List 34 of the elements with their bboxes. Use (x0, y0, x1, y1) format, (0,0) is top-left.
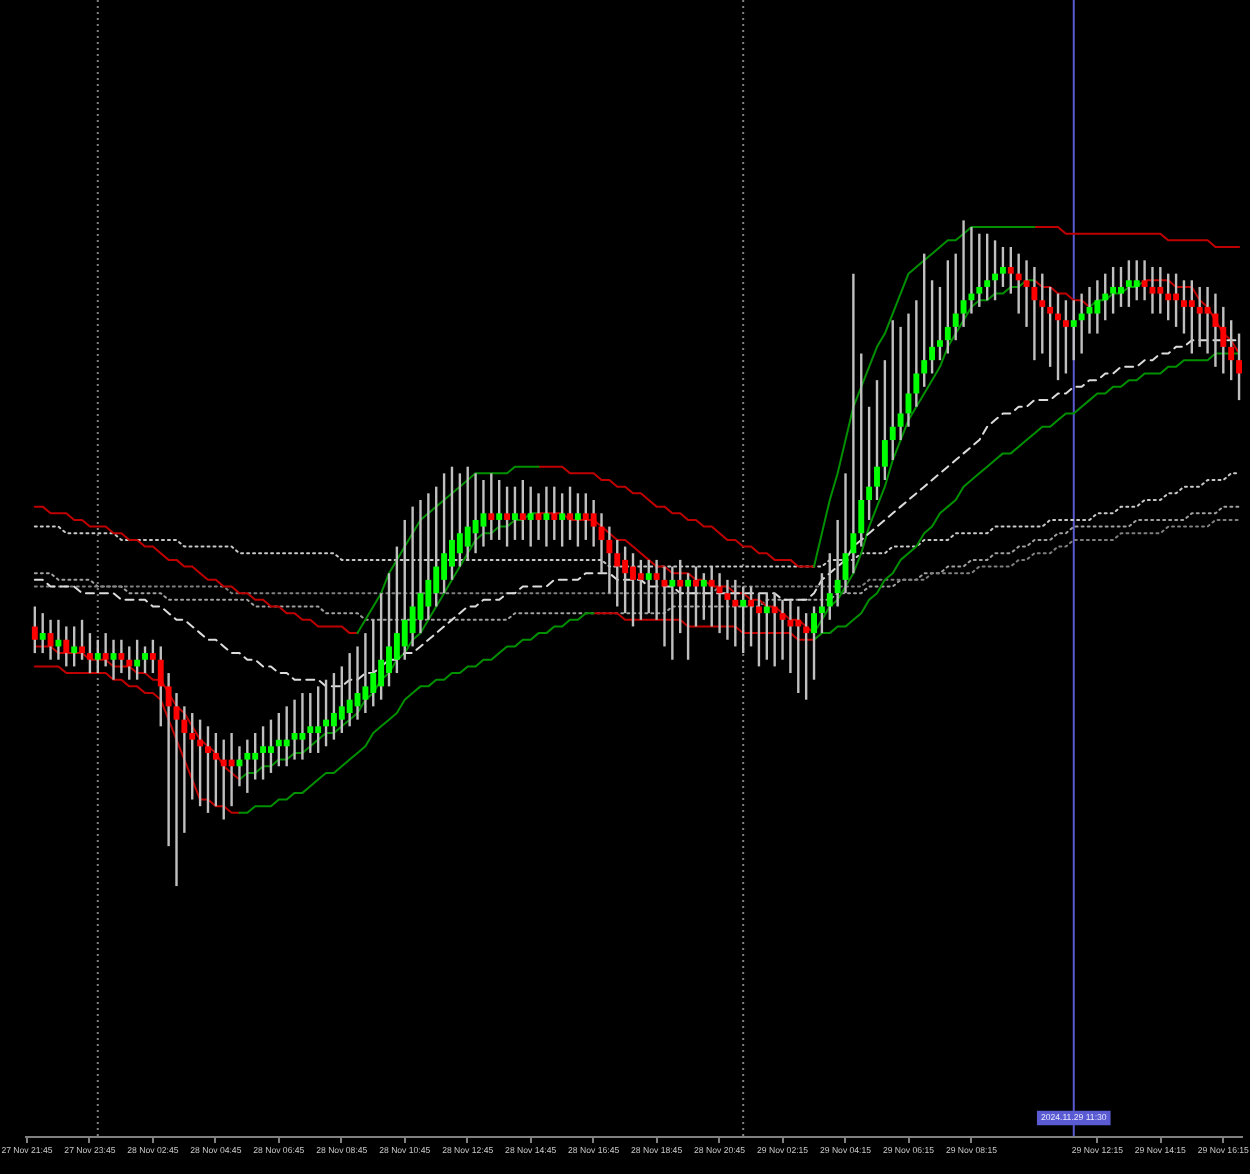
candlestick (55, 619, 62, 660)
candlestick (1078, 293, 1085, 354)
candlestick (771, 593, 778, 667)
candlestick (102, 633, 109, 667)
candlestick (362, 633, 369, 713)
candlestick (779, 599, 786, 660)
candlestick (535, 493, 542, 540)
candlestick (1212, 293, 1219, 367)
candlestick (1196, 286, 1203, 347)
candlestick (228, 732, 235, 807)
candlestick (1149, 266, 1156, 314)
candlestick (346, 653, 353, 727)
candlestick (716, 573, 723, 634)
candlestick (39, 613, 46, 654)
candlestick (1157, 266, 1164, 314)
candlestick (1086, 286, 1093, 334)
candlestick (724, 579, 731, 640)
candlestick (527, 486, 534, 547)
candlestick (291, 699, 298, 760)
candlestick (472, 473, 479, 554)
candlestick (732, 579, 739, 647)
candlestick (283, 706, 290, 767)
candlestick (787, 599, 794, 674)
candlestick (299, 693, 306, 760)
candlestick (110, 639, 117, 680)
candlestick (1031, 266, 1038, 361)
candlestick (1094, 280, 1101, 334)
candlestick (960, 220, 967, 327)
candlestick (543, 486, 550, 547)
candlestick (118, 639, 125, 674)
candlestick (976, 233, 983, 307)
candlestick (1023, 260, 1030, 327)
candlestick (488, 473, 495, 540)
candlestick (244, 739, 251, 793)
